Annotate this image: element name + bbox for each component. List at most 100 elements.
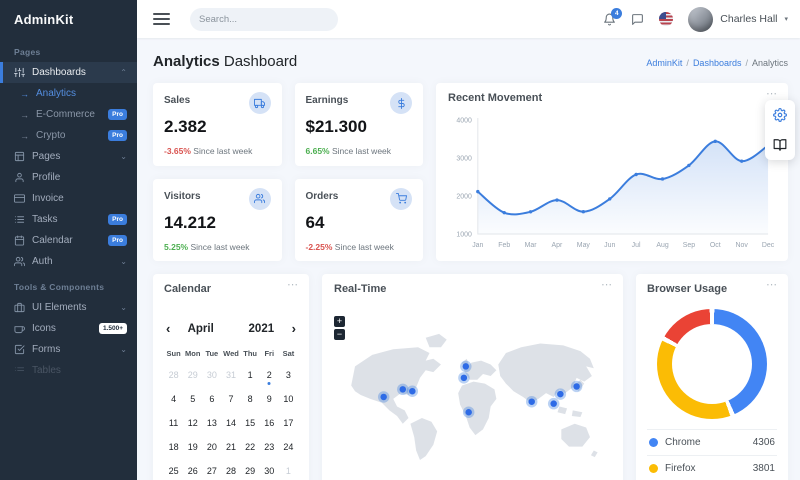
search-box[interactable] xyxy=(190,7,338,31)
sidebar-item-auth[interactable]: Auth ⌄ xyxy=(0,251,137,272)
notifications-button[interactable]: 4 xyxy=(603,7,623,26)
calendar-day[interactable]: 10 xyxy=(283,394,294,404)
sidebar-item-label: Icons xyxy=(32,323,56,334)
calendar-day[interactable]: 4 xyxy=(171,394,177,404)
calendar-day[interactable]: 13 xyxy=(206,418,217,428)
sidebar-toggle-icon[interactable] xyxy=(153,13,170,25)
sidebar-item-invoice[interactable]: Invoice xyxy=(0,188,137,209)
sidebar-item-ui-elements[interactable]: UI Elements ⌄ xyxy=(0,297,137,318)
weekday-label: Sun xyxy=(166,349,181,358)
sidebar-item-analytics[interactable]: → Analytics xyxy=(0,83,137,104)
calendar-day[interactable]: 1 xyxy=(285,466,291,476)
calendar-day[interactable]: 27 xyxy=(206,466,217,476)
brand-logo[interactable]: AdminKit xyxy=(14,12,74,27)
calendar-day[interactable]: 24 xyxy=(283,442,294,452)
weekday-label: Sat xyxy=(282,349,295,358)
svg-text:1000: 1000 xyxy=(456,231,472,238)
calendar-day[interactable]: 29 xyxy=(245,466,256,476)
calendar-day[interactable]: 28 xyxy=(168,370,179,380)
more-menu-icon[interactable]: ⋯ xyxy=(766,88,778,100)
sidebar-item-ecommerce[interactable]: → E-Commerce Pro xyxy=(0,104,137,125)
calendar-day[interactable]: 21 xyxy=(225,442,236,452)
calendar-day[interactable]: 2 xyxy=(260,363,279,387)
calendar-day[interactable]: 18 xyxy=(168,442,179,452)
svg-text:Nov: Nov xyxy=(735,242,748,249)
calendar-day[interactable]: 15 xyxy=(245,418,256,428)
calendar-day[interactable]: 29 xyxy=(187,370,198,380)
calendar-day[interactable]: 23 xyxy=(264,442,275,452)
svg-text:Oct: Oct xyxy=(710,242,721,249)
language-flag-icon[interactable] xyxy=(659,12,674,26)
list-icon xyxy=(14,214,25,225)
calendar-day[interactable]: 11 xyxy=(168,418,179,428)
sidebar-item-tables[interactable]: Tables xyxy=(0,360,137,381)
calendar-day[interactable]: 1 xyxy=(247,370,253,380)
table-icon xyxy=(14,365,25,376)
sidebar-item-label: Crypto xyxy=(36,130,66,141)
calendar-day[interactable]: 5 xyxy=(190,394,196,404)
breadcrumb-adminkit[interactable]: AdminKit xyxy=(646,58,683,68)
layout-icon xyxy=(14,151,25,162)
calendar-day[interactable]: 8 xyxy=(247,394,253,404)
prev-month-icon[interactable]: ‹ xyxy=(166,321,171,336)
search-input[interactable] xyxy=(199,13,331,25)
sidebar-item-label: Calendar xyxy=(32,235,73,246)
more-menu-icon[interactable]: ⋯ xyxy=(601,279,613,291)
map-zoom-out-button[interactable]: − xyxy=(334,329,345,340)
world-map[interactable] xyxy=(334,311,611,464)
user-name: Charles Hall xyxy=(720,13,778,25)
calendar-day[interactable]: 16 xyxy=(264,418,275,428)
calendar-day[interactable]: 12 xyxy=(187,418,198,428)
map-markers xyxy=(377,360,583,418)
calendar-day[interactable]: 30 xyxy=(206,370,217,380)
calendar-day[interactable]: 20 xyxy=(206,442,217,452)
calendar-day[interactable]: 17 xyxy=(283,418,294,428)
briefcase-icon xyxy=(14,302,25,313)
chrome-dot-icon xyxy=(649,438,658,447)
settings-button[interactable] xyxy=(765,100,795,130)
stat-label: Sales xyxy=(164,95,191,106)
sidebar-item-calendar[interactable]: Calendar Pro xyxy=(0,230,137,251)
sidebar-item-label: Profile xyxy=(32,172,61,183)
more-menu-icon[interactable]: ⋯ xyxy=(287,279,299,291)
sidebar-item-icons[interactable]: Icons 1.500+ xyxy=(0,318,137,339)
breadcrumb-dashboards[interactable]: Dashboards xyxy=(692,58,742,68)
calendar-day[interactable]: 14 xyxy=(225,418,236,428)
browser-usage-donut xyxy=(657,309,767,419)
user-menu[interactable]: Charles Hall ▾ xyxy=(688,6,788,32)
sidebar-item-profile[interactable]: Profile xyxy=(0,167,137,188)
sidebar-item-label: Tasks xyxy=(32,214,58,225)
weekday-label: Wed xyxy=(223,349,239,358)
calendar-day[interactable]: 31 xyxy=(225,370,236,380)
more-menu-icon[interactable]: ⋯ xyxy=(766,279,778,291)
docs-button[interactable] xyxy=(765,130,795,160)
sidebar-item-crypto[interactable]: → Crypto Pro xyxy=(0,125,137,146)
stat-delta: 6.65% Since last week xyxy=(305,146,392,156)
sidebar-item-tasks[interactable]: Tasks Pro xyxy=(0,209,137,230)
messages-button[interactable] xyxy=(631,13,644,26)
calendar-day[interactable]: 25 xyxy=(168,466,179,476)
map-zoom-in-button[interactable]: + xyxy=(334,316,345,327)
card-title: Recent Movement xyxy=(448,92,543,104)
calendar-day[interactable]: 30 xyxy=(264,466,275,476)
calendar-day[interactable]: 6 xyxy=(209,394,215,404)
calendar-day[interactable]: 26 xyxy=(187,466,198,476)
sidebar-item-dashboards[interactable]: Dashboards ⌃ xyxy=(0,62,137,83)
chevron-down-icon: ⌄ xyxy=(120,152,127,161)
calendar-day[interactable]: 28 xyxy=(225,466,236,476)
calendar-day[interactable]: 22 xyxy=(245,442,256,452)
calendar-nav: ‹ April 2021 › xyxy=(164,321,298,336)
calendar-icon xyxy=(14,235,25,246)
calendar-day[interactable]: 19 xyxy=(187,442,198,452)
sidebar-item-pages[interactable]: Pages ⌄ xyxy=(0,146,137,167)
settings-flyout xyxy=(765,100,795,160)
users-icon xyxy=(14,256,25,267)
calendar-day[interactable]: 9 xyxy=(266,394,272,404)
calendar-day[interactable]: 7 xyxy=(228,394,234,404)
svg-text:Mar: Mar xyxy=(525,242,538,249)
calendar-year: 2021 xyxy=(248,323,275,335)
calendar-days: 28 29 30 31 1 2 3 4 5 6 7 8 9 10 11 12 13 14 15 16 17 18 19 20 2… xyxy=(164,363,298,480)
calendar-day[interactable]: 3 xyxy=(285,370,291,380)
sidebar-item-forms[interactable]: Forms ⌄ xyxy=(0,339,137,360)
next-month-icon[interactable]: › xyxy=(291,321,296,336)
